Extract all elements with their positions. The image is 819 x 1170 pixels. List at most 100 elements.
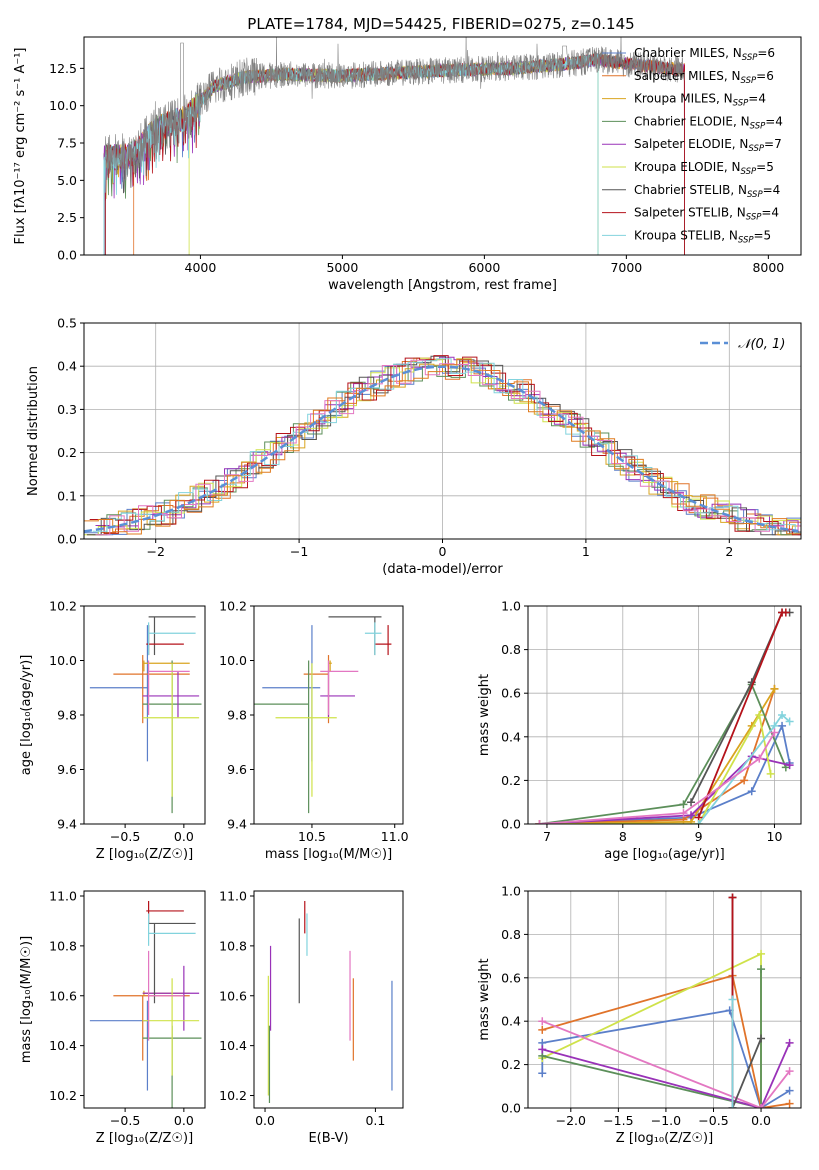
weight_vs_age-ytick-label: 1.0 <box>501 599 521 614</box>
mass_vs_EBV-frame <box>253 890 404 1109</box>
legend-label-count: =5 <box>754 228 772 242</box>
age_vs_Z-ytick-label: 9.8 <box>57 708 77 723</box>
age_vs_Z-xtick-label: 0.0 <box>174 829 194 844</box>
legend-label-count: =6 <box>757 46 775 60</box>
weight-line-salpeter-elodie-marker <box>785 1038 794 1047</box>
spectrum-legend: Chabrier MILES, NSSP=6 Salpeter MILES, NS… <box>602 46 783 245</box>
weight-line-pink-marker <box>785 1067 794 1076</box>
weight_vs_Z-ytick-label: 0.6 <box>501 970 521 985</box>
weight-line-kroupa-stelib-marker <box>785 717 794 726</box>
normal-distribution-curve <box>84 365 799 533</box>
residuals-xtick-label: 0 <box>439 544 447 559</box>
legend-label: Salpeter MILES, NSSP=6 <box>634 69 774 86</box>
mass_vs_EBV-ytick-label: 10.2 <box>219 1088 247 1103</box>
weight-line-salpeter-stelib-marker <box>728 893 737 902</box>
weight-line-salpeter-stelib-marker <box>781 608 790 617</box>
legend-label-count: =4 <box>761 206 779 220</box>
weight-line-kroupa-elodie-marker <box>766 769 775 778</box>
legend-label-count: =6 <box>756 69 774 83</box>
weight_vs_age-ytick-label: 0.8 <box>501 642 521 657</box>
age_vs_mass-ytick-label: 9.8 <box>227 708 247 723</box>
legend-label-subscript: SSP <box>746 213 762 223</box>
legend-label: Salpeter ELODIE, NSSP=7 <box>634 137 782 154</box>
weight-line-salpeter-miles <box>539 688 776 824</box>
weight-line-kroupa-elodie <box>539 712 772 824</box>
age_vs_mass-plot-area <box>254 616 392 814</box>
model-spectrum-kroupa-elodie <box>188 53 599 255</box>
model-spectrum-salpeter-elodie <box>103 53 685 255</box>
age_vs_Z-ytick-label: 9.6 <box>57 762 77 777</box>
mass_vs_EBV-xtick-label: 0.1 <box>365 1113 385 1128</box>
residuals-ytick-label: 0.2 <box>57 445 77 460</box>
plot-layer: 4000 5000 6000 7000 80000.02.55.07.510.012.5… <box>13 36 802 1146</box>
mass_vs_Z-xtick-label: −0.5 <box>110 1113 140 1128</box>
weight_vs_age-xtick-label: 7 <box>543 829 551 844</box>
residuals-xtick-label: 2 <box>725 544 733 559</box>
mass_vs_Z-ylabel: mass [log₁₀(M/M☉)] <box>19 936 34 1063</box>
weight_vs_Z-xlabel: Z [log₁₀(Z/Z☉)] <box>616 1131 713 1146</box>
legend-label-subscript: SSP <box>750 121 766 131</box>
model-spectrum-chabrier-elodie <box>103 53 599 255</box>
weight-line-chabrier-elodie <box>539 682 787 824</box>
legend-label: Chabrier ELODIE, NSSP=4 <box>634 114 783 131</box>
weight_vs_age-ytick-label: 0.6 <box>501 686 521 701</box>
weight-line-kroupa-stelib-marker <box>694 820 703 824</box>
age_vs_Z-ytick-label: 10.2 <box>49 599 77 614</box>
figure-title: PLATE=1784, MJD=54425, FIBERID=0275, z=0… <box>247 15 634 33</box>
spectrum-xtick-label: 7000 <box>610 260 642 275</box>
weight-line-kroupa-stelib-marker <box>728 1104 737 1108</box>
age_vs_mass-ytick-label: 10.2 <box>219 599 247 614</box>
weight-line-salpeter-miles-marker <box>785 1099 794 1108</box>
legend-label-subscript: SSP <box>741 76 757 86</box>
spectrum-xtick-label: 5000 <box>326 260 358 275</box>
residuals-xtick-label: −1 <box>290 544 308 559</box>
mass_vs_Z-xtick-label: 0.0 <box>174 1113 194 1128</box>
legend-label-subscript: SSP <box>748 144 764 154</box>
weight_vs_age-ytick-label: 0.2 <box>501 773 521 788</box>
mass_vs_EBV-ytick-label: 10.4 <box>219 1038 247 1053</box>
weight-line-pink-marker <box>770 728 779 737</box>
mass_vs_Z-ytick-label: 10.2 <box>49 1088 77 1103</box>
observed-spectrum <box>105 37 685 181</box>
residual-histogram-kroupa-stelib <box>92 358 801 534</box>
age_vs_Z-frame <box>83 605 206 825</box>
weight_vs_Z-xtick-label: −0.5 <box>698 1113 728 1128</box>
weight_vs_age-xtick-label: 9 <box>695 829 703 844</box>
residuals-ytick-label: 0.5 <box>57 316 77 331</box>
age_vs_Z-xtick-label: −0.5 <box>110 829 140 844</box>
residuals-ytick-label: 0.0 <box>57 532 77 547</box>
spectrum-xtick-label: 8000 <box>752 260 784 275</box>
weight-line-pink-marker <box>679 809 688 818</box>
weight-line-pink-marker <box>757 1104 766 1108</box>
weight_vs_age-ytick-label: 0.4 <box>501 729 521 744</box>
weight-line-kroupa-stelib-marker <box>778 711 787 719</box>
spectrum-ytick-label: 12.5 <box>49 61 77 76</box>
weight_vs_Z-xtick-label: −2.0 <box>556 1113 586 1128</box>
legend-label: Kroupa MILES, NSSP=4 <box>634 92 766 109</box>
weight-line-chabrier-stelib-marker <box>687 798 696 807</box>
legend-label-count: =7 <box>764 137 782 151</box>
weight-line-kroupa-stelib-marker <box>728 995 737 1004</box>
residual-histogram-salpeter-miles <box>86 357 801 536</box>
weight-line-chabrier-elodie <box>542 969 762 1108</box>
spectrum-ytick-label: 0.0 <box>57 248 77 263</box>
mass_vs_Z-ytick-label: 10.4 <box>49 1038 77 1053</box>
age_vs_mass-xlabel: mass [log₁₀(M/M☉)] <box>265 847 392 862</box>
mass_vs_Z-ytick-label: 10.6 <box>49 988 77 1003</box>
age_vs_mass-ytick-label: 10.0 <box>219 653 247 668</box>
weight_vs_Z-ytick-label: 1.0 <box>501 884 521 899</box>
weight-line-kroupa-elodie-marker <box>755 711 764 719</box>
mass_vs_EBV-xtick-label: 0.0 <box>255 1113 275 1128</box>
legend-label-subscript: SSP <box>733 99 749 109</box>
weight-line-salpeter-miles-marker <box>538 1025 547 1034</box>
spectrum-plot-area <box>103 37 685 255</box>
legend-label: Salpeter STELIB, NSSP=4 <box>634 206 779 223</box>
residuals-ytick-label: 0.1 <box>57 488 77 503</box>
legend-label: Kroupa ELODIE, NSSP=5 <box>634 160 774 177</box>
spectrum-ytick-label: 10.0 <box>49 98 77 113</box>
age_vs_Z-ylabel: age [log₁₀(age/yr)] <box>19 655 34 776</box>
weight_vs_Z-ytick-label: 0.2 <box>501 1057 521 1072</box>
weight-line-pink <box>539 731 776 824</box>
spectrum-ytick-label: 7.5 <box>57 136 77 151</box>
weight-line-chabrier-miles-marker <box>778 721 787 730</box>
